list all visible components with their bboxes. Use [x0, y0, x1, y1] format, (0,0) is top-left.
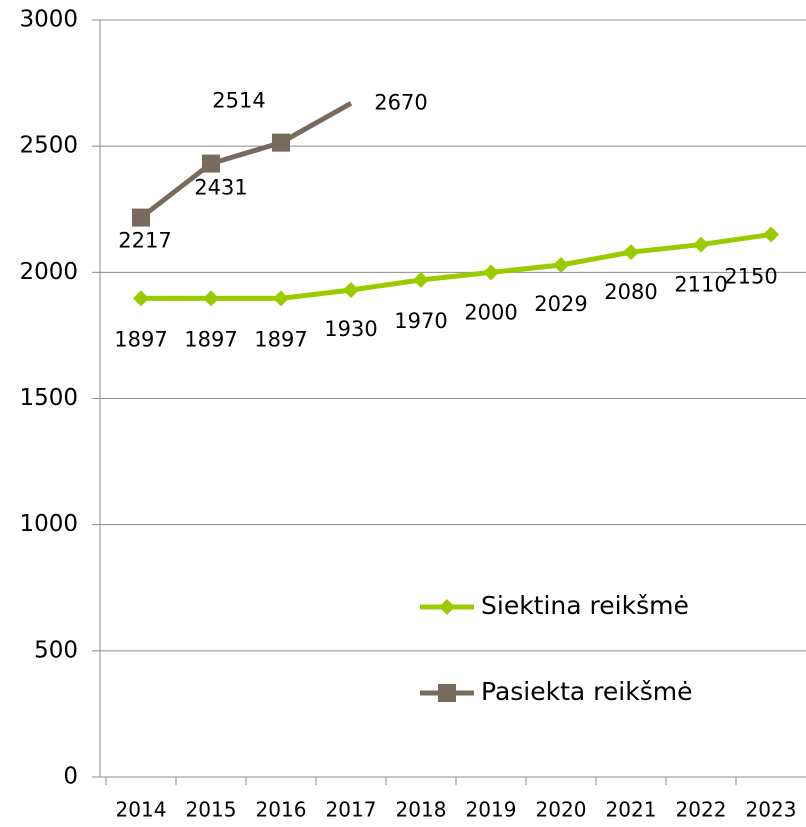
data-label: 2000: [464, 300, 517, 324]
marker: [693, 236, 709, 253]
y-tick-label: 500: [34, 637, 78, 663]
marker: [439, 599, 455, 615]
data-label: 2029: [534, 292, 587, 316]
marker: [273, 290, 289, 307]
x-tick-label: 2022: [676, 798, 727, 822]
x-tick-label: 2014: [116, 798, 167, 822]
marker: [438, 684, 456, 702]
marker: [623, 244, 639, 261]
y-tick-label: 2000: [19, 259, 78, 285]
marker: [133, 290, 149, 307]
x-tick-label: 2015: [186, 798, 237, 822]
y-tick-label: 1500: [19, 385, 78, 411]
marker: [483, 264, 499, 281]
data-label: 2431: [194, 176, 247, 200]
data-label: 2217: [118, 229, 171, 253]
marker: [553, 257, 569, 274]
data-label: 1897: [254, 327, 307, 351]
x-tick-label: 2016: [256, 798, 307, 822]
marker: [272, 133, 290, 152]
series-line: [139, 101, 353, 220]
data-label: 2110: [674, 273, 727, 297]
data-label: 1897: [114, 327, 167, 351]
marker: [343, 281, 359, 298]
data-label: 1897: [184, 327, 237, 351]
x-tick-label: 2021: [606, 798, 657, 822]
x-tick-label: 2019: [466, 798, 517, 822]
x-tick-label: 2018: [396, 798, 447, 822]
y-tick-label: 3000: [19, 7, 78, 33]
legend-label: Siektina reikšmė: [481, 591, 689, 620]
data-label: 1970: [394, 309, 447, 333]
y-tick-label: 2500: [19, 133, 78, 159]
data-label: 2080: [604, 280, 657, 304]
data-label: 2150: [724, 264, 777, 288]
data-label: 2514: [212, 89, 265, 113]
data-label: 2670: [374, 90, 427, 114]
x-tick-label: 2023: [746, 798, 797, 822]
marker: [203, 290, 219, 307]
y-tick-label: 0: [63, 764, 78, 790]
marker: [132, 208, 150, 227]
x-tick-label: 2020: [536, 798, 587, 822]
marker: [763, 226, 779, 243]
series-line: [141, 232, 772, 301]
legend-label: Pasiekta reikšmė: [481, 677, 692, 706]
x-tick-label: 2017: [326, 798, 377, 822]
y-tick-label: 1000: [19, 511, 78, 537]
marker: [202, 154, 220, 173]
marker: [413, 271, 429, 288]
data-label: 1930: [324, 317, 377, 341]
